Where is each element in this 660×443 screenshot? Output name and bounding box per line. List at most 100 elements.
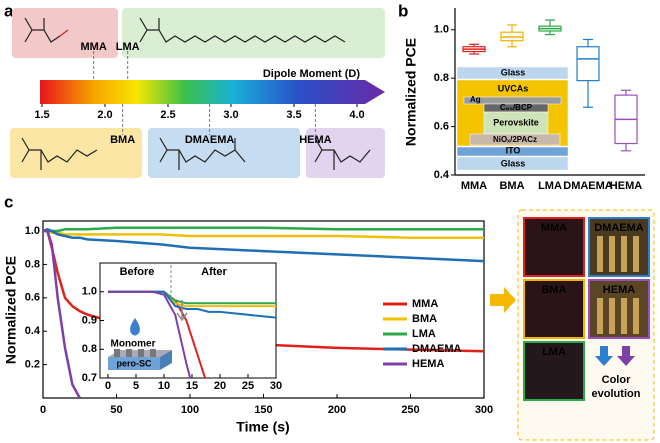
x-tick-label: 15 (186, 380, 198, 392)
arrow-down (617, 346, 635, 366)
plot-lines (108, 290, 276, 378)
y-tick-label: 1.0 (82, 286, 97, 298)
device-layer-label: Perovskite (493, 117, 539, 127)
box (576, 46, 600, 82)
y-tick-label: 0.6 (434, 121, 449, 133)
device-layer (456, 146, 569, 157)
arrow-down (595, 346, 613, 366)
x-tick-label: 200 (328, 404, 346, 416)
photo-label: BMA (541, 284, 566, 296)
x-tick-label: MMA (461, 180, 487, 192)
y-tick-label: 0.8 (434, 72, 449, 84)
photo-label: HEMA (603, 284, 635, 296)
device-icon (108, 357, 160, 370)
y-tick-label: 0.6 (25, 292, 40, 304)
electrode (126, 349, 132, 357)
panel-label: c (4, 192, 13, 211)
x-tick-label: 0 (105, 380, 111, 392)
electrode (609, 298, 615, 334)
electrode (621, 236, 627, 272)
panel-label: b (398, 1, 408, 20)
device-layer (456, 66, 569, 80)
caption: Color (602, 374, 631, 386)
series-line (43, 229, 484, 239)
y-axis-label: Normalized PCE (403, 38, 419, 146)
electrode (150, 349, 156, 357)
x-tick-label: 100 (181, 404, 199, 416)
monomer-label: HEMA (299, 134, 331, 146)
device-layer (469, 133, 561, 146)
arrow-down (176, 300, 188, 322)
device-layer-label: Glass (501, 158, 526, 168)
device-layer-label: UVCAs (498, 83, 529, 93)
y-tick-label: 0.4 (25, 325, 41, 337)
x-tick-label: 150 (254, 404, 272, 416)
y-tick-label: 0.7 (82, 372, 97, 384)
legend-label: HEMA (412, 358, 444, 370)
annotation: pero-SC (116, 358, 152, 368)
annotation: Monomer (111, 339, 156, 350)
x-tick-label: 25 (242, 380, 254, 392)
x-tick-label: 20 (214, 380, 226, 392)
tick-label: 3.0 (223, 109, 238, 121)
device-layer-label: Ag (470, 95, 481, 104)
x-tick-label: 10 (158, 380, 170, 392)
tick-label: 1.5 (34, 109, 49, 121)
x-axis-label: Time (s) (236, 419, 289, 435)
monomer-label: DMAEMA (185, 134, 235, 146)
electrode (597, 236, 603, 272)
monomer-label: LMA (116, 41, 140, 53)
arrow (490, 287, 516, 313)
y-tick-label: 1.0 (25, 225, 40, 237)
monomer-label: BMA (110, 134, 135, 146)
x-tick-label: 300 (475, 404, 493, 416)
panel-label: a (4, 1, 14, 20)
device-layer-label: NiOₓ/2PACz (493, 135, 537, 144)
x-tick-label: HEMA (610, 180, 642, 192)
series-line (43, 229, 81, 398)
photo (523, 341, 585, 401)
molecule-structures (21, 17, 371, 170)
device-layer-label: ITO (506, 145, 521, 155)
device-layer (456, 156, 569, 171)
series-line (43, 228, 484, 263)
annotation: After (201, 266, 227, 278)
monomer-label: MMA (81, 41, 107, 53)
legend-label: BMA (412, 313, 437, 325)
electrode (114, 349, 120, 357)
electrode (633, 298, 639, 334)
electrode (609, 236, 615, 272)
electrode (138, 349, 144, 357)
dipole-bar (40, 80, 385, 104)
photo-label: LMA (542, 346, 566, 358)
droplet (130, 318, 140, 336)
electrode (597, 298, 603, 334)
electrode (621, 298, 627, 334)
y-tick-label: 0.8 (82, 343, 97, 355)
annotation: Before (120, 266, 155, 278)
x-tick-label: 0 (40, 404, 46, 416)
y-tick-label: 1.0 (434, 24, 449, 36)
y-tick-label: 0.2 (25, 359, 40, 371)
tick-label: 4.0 (349, 109, 364, 121)
y-axis-label: Normalized PCE (3, 256, 19, 364)
axis-label: Dipole Moment (D) (263, 68, 360, 80)
monomer-boxes (10, 8, 385, 178)
device-layer-label: Glass (501, 67, 526, 77)
tick-label: 2.5 (160, 109, 175, 121)
y-tick-label: 0.9 (82, 314, 97, 326)
caption: evolution (592, 388, 641, 400)
x-tick-label: DMAEMA (563, 180, 613, 192)
x-tick-label: LMA (538, 180, 562, 192)
device-icon (160, 350, 172, 370)
x-tick-label: BMA (499, 180, 524, 192)
y-tick-label: 0.4 (434, 169, 450, 181)
y-tick-label: 0.8 (25, 258, 40, 270)
tick-label: 2.0 (97, 109, 112, 121)
series-line (43, 226, 484, 233)
legend-label: LMA (412, 328, 436, 340)
plot-lines (43, 226, 484, 398)
tick-label: 3.5 (286, 109, 301, 121)
x-tick-label: 50 (110, 404, 122, 416)
